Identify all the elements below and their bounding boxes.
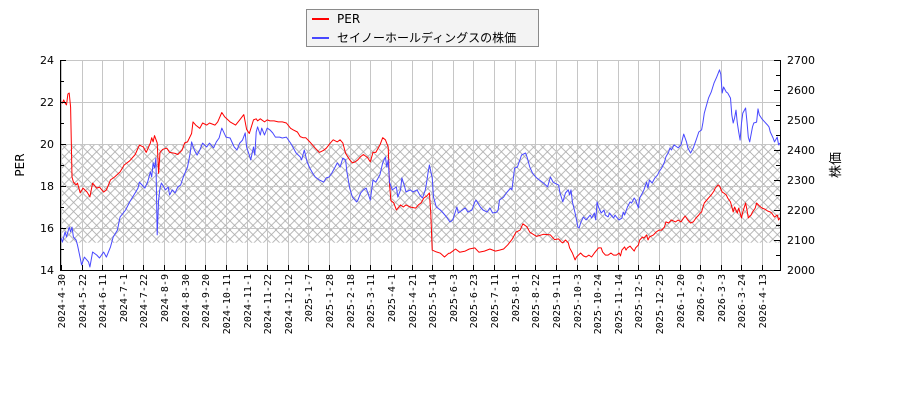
x-tick-label: 2025-1-7 [304,274,315,322]
x-tick-label: 2025-4-1 [387,274,398,322]
axis-ticks: 2024-4-30 2024-5-22 2024-6-11 2024-7-1 2024-… [40,54,815,334]
legend-item-per: PER [307,11,538,29]
x-tick-label: 2024-6-11 [98,274,109,328]
y-right-tick-label: 2200 [787,204,815,217]
y-left-tick-label: 20 [40,138,54,151]
x-tick-label: 2025-3-11 [366,274,377,328]
x-tick-label: 2025-4-21 [408,274,419,328]
x-tick-label: 2025-9-11 [552,274,563,328]
x-tick-label: 2025-8-22 [531,274,542,328]
x-tick-label: 2024-10-11 [222,274,233,334]
x-tick-label: 2024-12-12 [284,274,295,334]
x-tick-label: 2026-2-9 [696,274,707,322]
stock-price-line [60,69,781,268]
data-series [60,69,781,268]
legend-label-stock-price: セイノーホールディングスの株価 [337,31,517,45]
y-right-tick-label: 2300 [787,174,815,187]
x-tick-label: 2024-11-1 [243,274,254,328]
x-tick-label: 2026-1-20 [676,274,687,328]
x-tick-label: 2025-7-11 [490,274,501,328]
y-left-tick-label: 18 [40,180,54,193]
y-right-tick-label: 2400 [787,144,815,157]
x-tick-label: 2025-11-14 [614,274,625,334]
x-tick-label: 2026-4-13 [758,274,769,328]
y-right-tick-label: 2500 [787,114,815,127]
x-tick-label: 2025-10-3 [573,274,584,328]
x-tick-label: 2024-11-22 [263,274,274,334]
shaded-band-layer [60,144,780,243]
x-tick-label: 2024-8-9 [160,274,171,322]
y-right-tick-label: 2600 [787,84,815,97]
x-tick-label: 2024-7-22 [139,274,150,328]
x-tick-label: 2024-8-30 [181,274,192,328]
y-left-tick-label: 14 [40,264,54,277]
per-line [60,92,781,261]
x-tick-label: 2025-1-28 [325,274,336,328]
legend-swatch-red-line [312,18,329,20]
legend-label-per: PER [337,12,361,26]
legend: PER セイノーホールディングスの株価 [306,9,539,47]
hatched-band [60,144,780,243]
y-left-tick-label: 16 [40,222,54,235]
y-left-tick-label: 22 [40,96,54,109]
x-tick-label: 2025-6-23 [469,274,480,328]
legend-swatch-blue-line [312,37,329,39]
x-tick-label: 2025-12-5 [634,274,645,328]
x-tick-label: 2024-7-1 [119,274,130,322]
x-tick-label: 2025-2-18 [346,274,357,328]
x-tick-label: 2026-3-3 [717,274,728,322]
y-left-tick-label: 24 [40,54,54,67]
y-right-tick-label: 2100 [787,234,815,247]
x-tick-label: 2024-4-30 [57,274,68,328]
y-right-tick-label: 2700 [787,54,815,67]
x-tick-label: 2025-5-14 [428,274,439,328]
x-tick-label: 2026-3-24 [737,274,748,328]
y-right-tick-label: 2000 [787,264,815,277]
y-axis-left-title: PER [13,153,27,176]
x-tick-label: 2025-10-24 [593,274,604,334]
x-tick-label: 2025-6-3 [449,274,460,322]
legend-item-stock-price: セイノーホールディングスの株価 [307,30,538,48]
x-tick-label: 2025-8-1 [511,274,522,322]
x-tick-label: 2024-5-22 [78,274,89,328]
y-axis-right-title: 株価 [829,152,844,178]
x-tick-label: 2025-12-25 [655,274,666,334]
x-tick-label: 2024-9-20 [201,274,212,328]
